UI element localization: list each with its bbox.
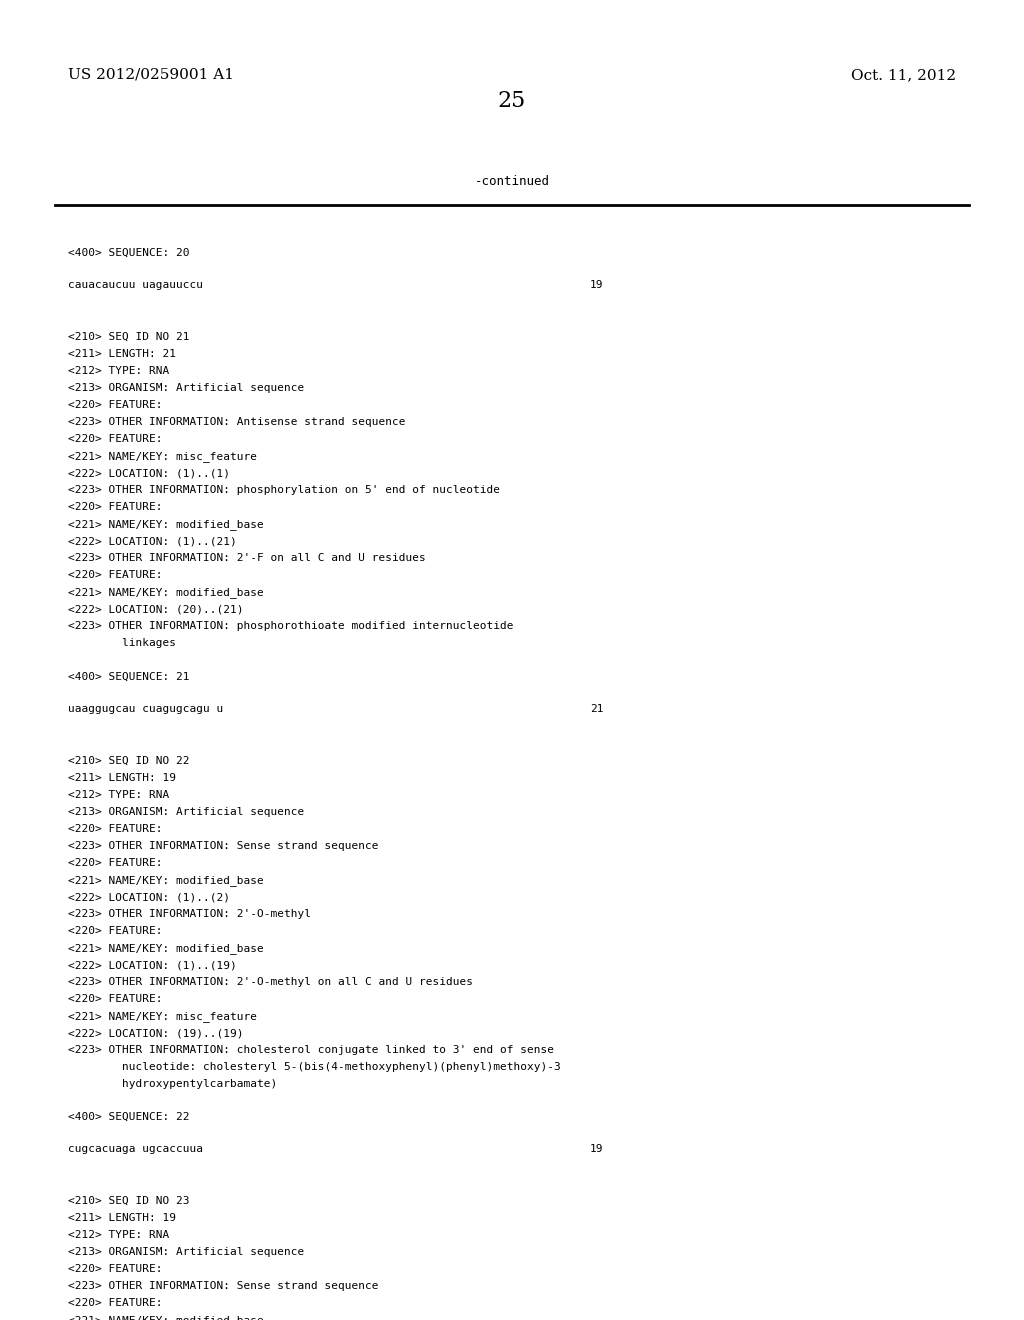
- Text: <220> FEATURE:: <220> FEATURE:: [68, 1265, 163, 1274]
- Text: <400> SEQUENCE: 20: <400> SEQUENCE: 20: [68, 248, 189, 257]
- Text: <220> FEATURE:: <220> FEATURE:: [68, 927, 163, 936]
- Text: <220> FEATURE:: <220> FEATURE:: [68, 824, 163, 834]
- Text: Oct. 11, 2012: Oct. 11, 2012: [851, 69, 956, 82]
- Text: <212> TYPE: RNA: <212> TYPE: RNA: [68, 366, 169, 376]
- Text: <223> OTHER INFORMATION: 2'-F on all C and U residues: <223> OTHER INFORMATION: 2'-F on all C a…: [68, 553, 426, 564]
- Text: <220> FEATURE:: <220> FEATURE:: [68, 858, 163, 869]
- Text: <221> NAME/KEY: modified_base: <221> NAME/KEY: modified_base: [68, 1315, 264, 1320]
- Text: <222> LOCATION: (1)..(19): <222> LOCATION: (1)..(19): [68, 960, 237, 970]
- Text: <223> OTHER INFORMATION: phosphorothioate modified internucleotide: <223> OTHER INFORMATION: phosphorothioat…: [68, 620, 513, 631]
- Text: <211> LENGTH: 19: <211> LENGTH: 19: [68, 774, 176, 783]
- Text: <221> NAME/KEY: modified_base: <221> NAME/KEY: modified_base: [68, 875, 264, 886]
- Text: <221> NAME/KEY: modified_base: <221> NAME/KEY: modified_base: [68, 587, 264, 598]
- Text: <223> OTHER INFORMATION: Sense strand sequence: <223> OTHER INFORMATION: Sense strand se…: [68, 1280, 379, 1291]
- Text: nucleotide: cholesteryl 5-(bis(4-methoxyphenyl)(phenyl)methoxy)-3: nucleotide: cholesteryl 5-(bis(4-methoxy…: [68, 1063, 561, 1072]
- Text: <400> SEQUENCE: 21: <400> SEQUENCE: 21: [68, 672, 189, 682]
- Text: <221> NAME/KEY: misc_feature: <221> NAME/KEY: misc_feature: [68, 1011, 257, 1022]
- Text: <210> SEQ ID NO 21: <210> SEQ ID NO 21: [68, 333, 189, 342]
- Text: <222> LOCATION: (20)..(21): <222> LOCATION: (20)..(21): [68, 605, 244, 614]
- Text: <213> ORGANISM: Artificial sequence: <213> ORGANISM: Artificial sequence: [68, 1247, 304, 1257]
- Text: <220> FEATURE:: <220> FEATURE:: [68, 1298, 163, 1308]
- Text: 19: 19: [590, 280, 603, 290]
- Text: <211> LENGTH: 21: <211> LENGTH: 21: [68, 348, 176, 359]
- Text: cauacaucuu uagauuccu: cauacaucuu uagauuccu: [68, 280, 203, 290]
- Text: linkages: linkages: [68, 638, 176, 648]
- Text: <222> LOCATION: (19)..(19): <222> LOCATION: (19)..(19): [68, 1028, 244, 1038]
- Text: <211> LENGTH: 19: <211> LENGTH: 19: [68, 1213, 176, 1224]
- Text: <221> NAME/KEY: modified_base: <221> NAME/KEY: modified_base: [68, 519, 264, 529]
- Text: <222> LOCATION: (1)..(1): <222> LOCATION: (1)..(1): [68, 469, 230, 478]
- Text: <212> TYPE: RNA: <212> TYPE: RNA: [68, 789, 169, 800]
- Text: 19: 19: [590, 1144, 603, 1154]
- Text: <222> LOCATION: (1)..(2): <222> LOCATION: (1)..(2): [68, 892, 230, 902]
- Text: <400> SEQUENCE: 22: <400> SEQUENCE: 22: [68, 1111, 189, 1122]
- Text: <210> SEQ ID NO 22: <210> SEQ ID NO 22: [68, 756, 189, 766]
- Text: <220> FEATURE:: <220> FEATURE:: [68, 570, 163, 579]
- Text: <222> LOCATION: (1)..(21): <222> LOCATION: (1)..(21): [68, 536, 237, 546]
- Text: <223> OTHER INFORMATION: 2'-O-methyl: <223> OTHER INFORMATION: 2'-O-methyl: [68, 909, 311, 919]
- Text: hydroxypentylcarbamate): hydroxypentylcarbamate): [68, 1078, 278, 1089]
- Text: <213> ORGANISM: Artificial sequence: <213> ORGANISM: Artificial sequence: [68, 807, 304, 817]
- Text: cugcacuaga ugcaccuua: cugcacuaga ugcaccuua: [68, 1144, 203, 1154]
- Text: <223> OTHER INFORMATION: cholesterol conjugate linked to 3' end of sense: <223> OTHER INFORMATION: cholesterol con…: [68, 1045, 554, 1055]
- Text: <223> OTHER INFORMATION: 2'-O-methyl on all C and U residues: <223> OTHER INFORMATION: 2'-O-methyl on …: [68, 977, 473, 987]
- Text: uaaggugcau cuagugcagu u: uaaggugcau cuagugcagu u: [68, 704, 223, 714]
- Text: <210> SEQ ID NO 23: <210> SEQ ID NO 23: [68, 1196, 189, 1206]
- Text: <220> FEATURE:: <220> FEATURE:: [68, 994, 163, 1005]
- Text: <212> TYPE: RNA: <212> TYPE: RNA: [68, 1230, 169, 1239]
- Text: 25: 25: [498, 90, 526, 112]
- Text: -continued: -continued: [474, 176, 550, 187]
- Text: <220> FEATURE:: <220> FEATURE:: [68, 434, 163, 444]
- Text: <221> NAME/KEY: misc_feature: <221> NAME/KEY: misc_feature: [68, 451, 257, 462]
- Text: <223> OTHER INFORMATION: Sense strand sequence: <223> OTHER INFORMATION: Sense strand se…: [68, 841, 379, 851]
- Text: 21: 21: [590, 704, 603, 714]
- Text: <221> NAME/KEY: modified_base: <221> NAME/KEY: modified_base: [68, 942, 264, 954]
- Text: <220> FEATURE:: <220> FEATURE:: [68, 502, 163, 512]
- Text: <220> FEATURE:: <220> FEATURE:: [68, 400, 163, 411]
- Text: <223> OTHER INFORMATION: Antisense strand sequence: <223> OTHER INFORMATION: Antisense stran…: [68, 417, 406, 426]
- Text: <223> OTHER INFORMATION: phosphorylation on 5' end of nucleotide: <223> OTHER INFORMATION: phosphorylation…: [68, 484, 500, 495]
- Text: <213> ORGANISM: Artificial sequence: <213> ORGANISM: Artificial sequence: [68, 383, 304, 393]
- Text: US 2012/0259001 A1: US 2012/0259001 A1: [68, 69, 234, 82]
